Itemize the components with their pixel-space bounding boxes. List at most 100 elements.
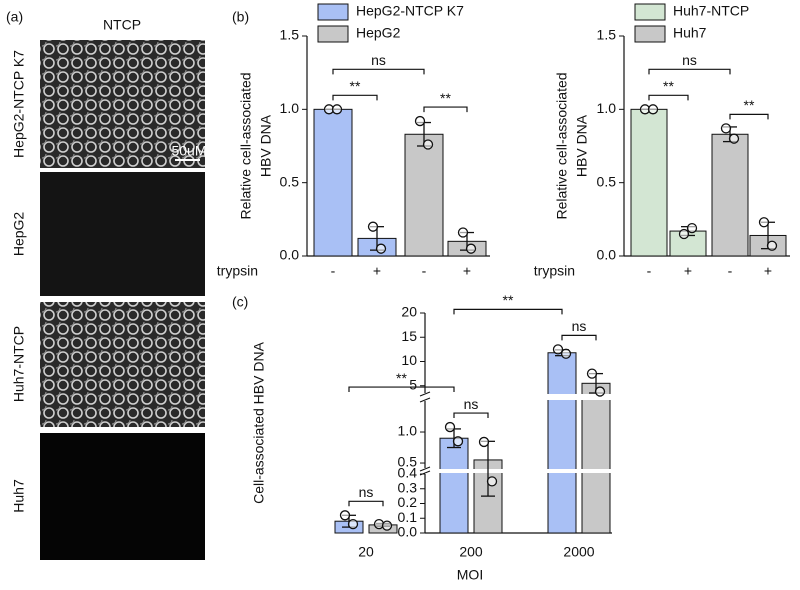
- row-label: HepG2-NTCP K7: [11, 50, 27, 158]
- x-tick-label: +: [684, 263, 692, 279]
- bar: [547, 352, 577, 534]
- y-tick-label: 0.1: [398, 509, 418, 525]
- y-tick-label: 15: [401, 328, 417, 344]
- data-point: [375, 243, 387, 254]
- y-tick-label: 0.0: [398, 524, 418, 540]
- data-point: [594, 386, 606, 397]
- data-point: [686, 222, 698, 234]
- micrograph: [40, 40, 205, 168]
- significance-bracket: [729, 113, 769, 120]
- data-point: [367, 221, 379, 232]
- micrograph: [40, 302, 205, 427]
- data-point: [647, 104, 659, 115]
- x-tick-label: 200: [459, 544, 483, 560]
- y-tick-label: 1.0: [597, 100, 617, 116]
- significance-bracket: [332, 94, 378, 101]
- legend-label: Huh7: [673, 25, 707, 41]
- significance-label: **: [350, 78, 361, 94]
- y-axis-label: Cell-associated HBV DNA: [251, 341, 267, 503]
- significance-label: **: [503, 292, 514, 308]
- data-point: [486, 476, 498, 487]
- y-tick-label: 1.5: [597, 27, 617, 43]
- significance-label: **: [744, 97, 755, 113]
- data-point: [720, 123, 732, 134]
- y-axis-label: Relative cell-associated: [554, 72, 570, 219]
- y-tick-label: 10: [401, 352, 417, 368]
- legend-swatch: [317, 3, 349, 21]
- data-point: [552, 344, 564, 355]
- y-axis-label: HBV DNA: [258, 114, 274, 177]
- scale-label: 50uM: [171, 143, 206, 159]
- y-tick-label: 0.2: [398, 494, 418, 510]
- micrograph: [40, 172, 205, 296]
- x-tick-label: -: [728, 263, 733, 279]
- y-tick-label: 1.5: [280, 27, 300, 43]
- axis-break: [417, 394, 612, 400]
- x-axis-label: trypsin: [534, 263, 575, 279]
- data-point: [465, 243, 477, 254]
- micrograph: [40, 433, 205, 560]
- x-axis-label: trypsin: [217, 263, 258, 279]
- x-tick-label: +: [463, 263, 471, 279]
- data-point: [347, 519, 359, 530]
- significance-label: ns: [371, 52, 386, 68]
- y-tick-label: 0.4: [398, 465, 418, 481]
- x-tick-label: -: [422, 263, 427, 279]
- data-point: [414, 115, 426, 127]
- y-tick-label: 0.5: [280, 173, 300, 189]
- x-tick-label: +: [764, 263, 772, 279]
- x-tick-label: -: [647, 263, 652, 279]
- bar: [404, 133, 444, 257]
- legend-swatch: [634, 3, 666, 21]
- significance-bracket: [648, 68, 731, 75]
- break-mark: [419, 466, 431, 472]
- panel-label: (a): [6, 9, 23, 25]
- y-tick-label: 0.5: [398, 454, 418, 470]
- significance-bracket: [348, 386, 455, 393]
- significance-label: ns: [359, 484, 374, 500]
- significance-label: **: [663, 78, 674, 94]
- significance-bracket: [453, 308, 563, 315]
- significance-bracket: [348, 500, 384, 507]
- y-tick-label: 0.3: [398, 479, 418, 495]
- x-axis-label: MOI: [457, 567, 483, 583]
- y-tick-label: 0.0: [597, 247, 617, 263]
- data-point: [444, 421, 456, 433]
- y-axis-label: Relative cell-associated: [238, 72, 254, 219]
- y-tick-label: 0.0: [280, 247, 300, 263]
- x-tick-label: +: [373, 263, 381, 279]
- data-point: [766, 240, 778, 251]
- row-label: Huh7: [11, 479, 27, 513]
- break-mark: [419, 470, 431, 476]
- x-tick-label: -: [331, 263, 336, 279]
- significance-label: ns: [572, 318, 587, 334]
- x-tick-label: 20: [358, 544, 374, 560]
- y-tick-label: 1.0: [398, 423, 418, 439]
- legend-swatch: [634, 25, 666, 43]
- significance-label: ns: [464, 396, 479, 412]
- panel-label: (b): [232, 9, 249, 25]
- data-point: [758, 217, 770, 228]
- bar: [630, 108, 668, 257]
- significance-label: **: [440, 90, 451, 106]
- y-axis-label: HBV DNA: [574, 114, 590, 177]
- x-tick-label: 2000: [563, 544, 594, 560]
- data-point: [422, 139, 434, 150]
- bar: [439, 437, 469, 534]
- axis-break: [417, 469, 612, 473]
- significance-bracket: [332, 68, 425, 75]
- break-mark: [419, 391, 431, 397]
- row-label: Huh7-NTCP: [11, 326, 27, 402]
- data-point: [478, 436, 490, 448]
- significance-bracket: [423, 106, 468, 113]
- data-point: [452, 436, 464, 447]
- significance-bracket: [648, 94, 689, 101]
- bar: [581, 382, 611, 534]
- significance-bracket: [561, 334, 597, 341]
- legend-label: HepG2: [356, 25, 401, 41]
- panel-title: NTCP: [103, 17, 141, 33]
- y-tick-label: 5: [409, 376, 417, 392]
- bar: [313, 108, 353, 257]
- data-point: [678, 228, 690, 240]
